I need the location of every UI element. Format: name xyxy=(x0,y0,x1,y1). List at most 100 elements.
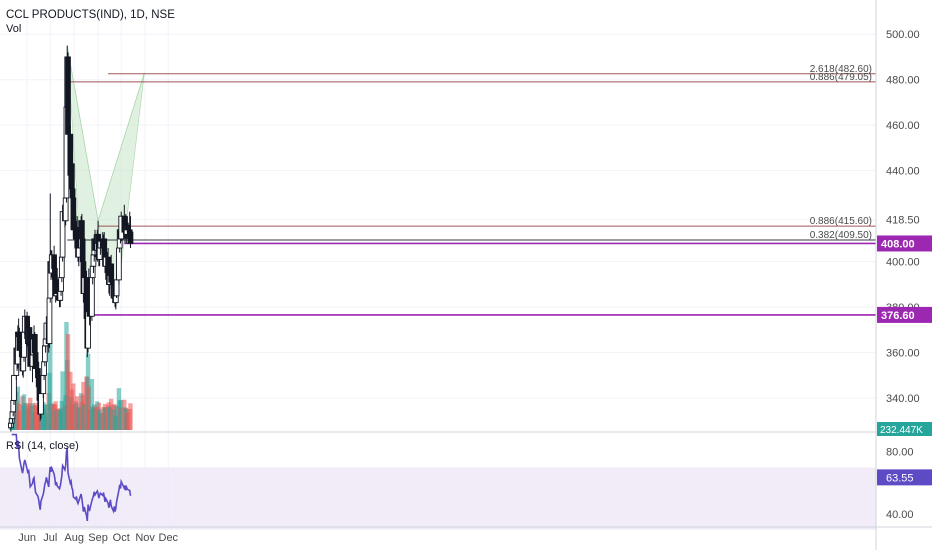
fib-label: 2.618(482.60) xyxy=(810,64,872,75)
price-tick-label: 500.00 xyxy=(886,29,920,41)
candle-down xyxy=(108,263,115,283)
fib-label: 0.886(479.05) xyxy=(810,72,872,83)
candle-up xyxy=(10,399,17,413)
candle-up xyxy=(9,411,16,420)
volume-bar xyxy=(54,408,60,430)
volume-bar xyxy=(119,399,124,430)
volume-badge xyxy=(877,422,932,436)
price-tick-label: 400.00 xyxy=(886,257,920,269)
candle-up xyxy=(38,393,44,415)
candle-down xyxy=(69,188,76,199)
price-badge xyxy=(877,235,932,252)
volume-bar xyxy=(60,371,65,430)
candle-down xyxy=(65,56,71,135)
rsi-line xyxy=(11,433,132,522)
candle-down xyxy=(51,254,57,269)
volume-bar xyxy=(103,407,108,430)
candle-up xyxy=(89,277,95,317)
rsi-badge-label: 63.55 xyxy=(886,472,914,484)
volume-bar xyxy=(81,404,87,430)
volume-bar xyxy=(27,397,33,430)
candle-down xyxy=(124,224,131,231)
candle-up xyxy=(58,277,64,292)
time-tick-label: Jun xyxy=(18,532,36,544)
candle-up xyxy=(96,247,103,260)
candle-down xyxy=(68,163,75,190)
time-tick-label: Sep xyxy=(88,532,108,544)
volume-label: Vol xyxy=(6,23,22,35)
time-tick-label: Jul xyxy=(43,532,57,544)
candle-up xyxy=(112,295,119,304)
price-tick-label: 340.00 xyxy=(886,393,920,405)
volume-bar xyxy=(89,378,95,430)
fib-label: 0.886(415.60) xyxy=(810,216,872,227)
rsi-tick-label: 40.00 xyxy=(886,509,914,521)
candle-up xyxy=(57,290,64,301)
rsi-label: RSI (14, close) xyxy=(6,440,79,452)
time-tick-label: Oct xyxy=(113,532,130,544)
candle-up xyxy=(113,279,120,297)
time-tick-label: Dec xyxy=(159,532,179,544)
candle-up xyxy=(11,374,17,401)
rsi-pane xyxy=(0,433,876,530)
price-badge xyxy=(877,306,932,323)
volume-bar xyxy=(114,405,119,430)
price-tick-label: 418.50 xyxy=(886,215,920,227)
volume-bar xyxy=(125,412,130,430)
candle-down xyxy=(32,352,39,370)
candle-down xyxy=(101,238,108,254)
candle-up xyxy=(58,256,65,279)
candle-down xyxy=(70,197,77,231)
price-tick-label: 440.00 xyxy=(886,166,920,178)
candle-up xyxy=(8,418,15,424)
volume-bar xyxy=(87,409,92,430)
price-badge-label: 408.00 xyxy=(881,238,915,250)
candle-up xyxy=(8,422,14,429)
volume-bar xyxy=(48,339,53,430)
candle-up xyxy=(116,247,122,281)
volume-bar xyxy=(65,334,71,430)
candle-down xyxy=(16,336,23,351)
time-tick-label: Aug xyxy=(64,532,84,544)
volume-bar xyxy=(71,383,76,430)
fib-levels: 2.618(482.60)0.886(479.05) 0.886(415.60) 0… xyxy=(67,64,876,316)
candle-down xyxy=(15,331,22,338)
candle-down xyxy=(31,334,38,354)
volume-bar xyxy=(33,402,38,430)
volume-bar xyxy=(92,406,98,430)
candle-up xyxy=(40,374,47,395)
candles xyxy=(8,45,134,433)
price-tick-label: 480.00 xyxy=(886,75,920,87)
candle-down xyxy=(127,231,134,244)
volume-bar xyxy=(22,402,27,430)
volume-bar xyxy=(44,404,49,430)
candle-up xyxy=(41,345,48,363)
candle-up xyxy=(62,197,69,222)
volume-bar xyxy=(86,386,92,430)
candle-down xyxy=(79,220,85,240)
rsi-badge xyxy=(877,469,932,486)
price-tick-label: 460.00 xyxy=(886,120,920,132)
fib-label: 0.382(409.50) xyxy=(810,230,872,241)
volume-bar xyxy=(76,407,81,430)
rsi-band xyxy=(0,467,876,530)
volume-bar xyxy=(98,413,103,430)
volume-badge-label: 232.447K xyxy=(880,425,923,436)
candle-up xyxy=(89,265,96,279)
volume-bar xyxy=(17,403,22,430)
candle-up xyxy=(20,356,27,372)
chart-title: CCL PRODUCTS(IND), 1D, NSE xyxy=(6,9,175,21)
candle-down xyxy=(35,377,42,388)
rsi-tick-label: 80.00 xyxy=(886,447,914,459)
candle-down xyxy=(79,238,86,263)
candle-up xyxy=(41,361,47,376)
candle-up xyxy=(46,297,53,345)
volume-bar xyxy=(128,403,133,430)
volume-bar xyxy=(108,398,114,430)
price-tick-label: 360.00 xyxy=(886,348,920,360)
volume-bar xyxy=(49,403,54,430)
price-badge-label: 376.60 xyxy=(881,310,915,322)
